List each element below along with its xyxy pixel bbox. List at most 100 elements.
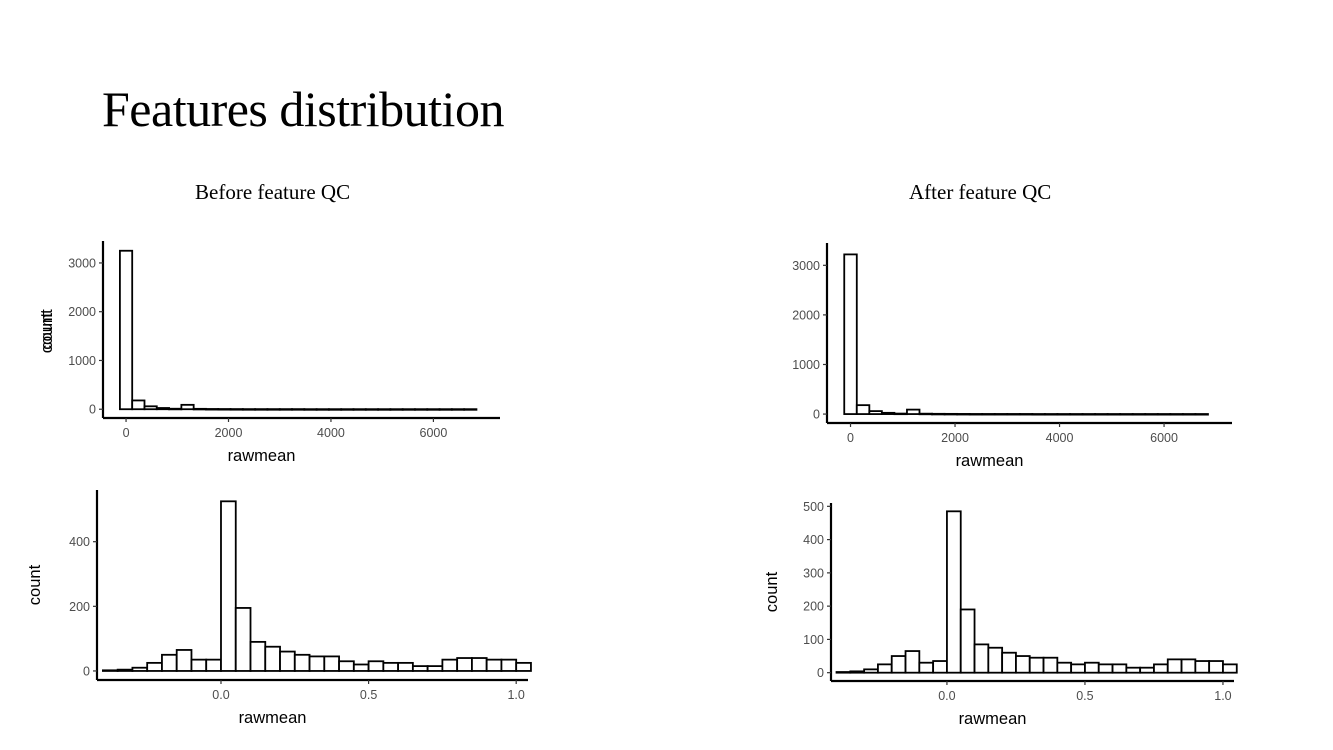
histogram-bar <box>1070 663 1086 674</box>
y-axis-title: count <box>38 309 56 350</box>
y-tick-label: 2000 <box>68 305 96 319</box>
histogram-bar <box>500 658 518 672</box>
histogram-bar <box>918 412 933 416</box>
histogram-bar <box>973 643 990 674</box>
histogram-bar <box>249 640 267 672</box>
histogram-bar <box>1156 413 1172 416</box>
histogram-bar <box>893 412 908 416</box>
histogram-bar <box>1044 413 1059 416</box>
x-tick-label: 4000 <box>317 426 345 440</box>
x-axis-title: rawmean <box>228 447 296 465</box>
histogram-bar <box>352 663 370 672</box>
y-tick-label: 200 <box>803 600 824 614</box>
histogram-bar <box>1166 658 1183 674</box>
histogram-bar <box>515 661 532 672</box>
y-tick-label: 200 <box>69 600 90 614</box>
histogram-bar <box>389 408 404 411</box>
histogram-bar <box>254 408 269 411</box>
x-tick-label: 2000 <box>941 431 969 445</box>
slide-title: Features distribution <box>102 81 504 137</box>
histogram-bar <box>441 658 459 672</box>
histogram-bar <box>168 407 183 411</box>
x-tick-label: 0.5 <box>1076 689 1093 703</box>
histogram-bar <box>463 408 478 411</box>
histogram-bar <box>205 658 222 672</box>
histogram-bar <box>849 670 866 674</box>
histogram-bar <box>1031 413 1046 416</box>
x-tick-label: 4000 <box>1046 431 1074 445</box>
histogram-bar <box>116 668 134 672</box>
before-qc-rawmean-zoom-histogram: 0.0 0.5 1.0 0 200 400 rawmean count <box>26 490 532 727</box>
histogram-bar <box>1153 663 1169 674</box>
histogram-bar <box>266 408 281 411</box>
histogram-bar <box>880 411 896 415</box>
histogram-bar <box>1180 658 1197 674</box>
before-qc-heading: Before feature QC <box>195 180 351 204</box>
histogram-bar <box>229 408 244 411</box>
histogram-bar <box>1094 413 1109 416</box>
histogram-bar <box>1131 413 1147 416</box>
histogram-bar <box>877 663 893 674</box>
histogram-bar <box>1208 660 1224 674</box>
histogram-bar <box>1181 413 1197 416</box>
y-tick-label: 1000 <box>792 358 820 372</box>
histogram-bar <box>1018 413 1034 416</box>
histogram-bar <box>456 657 473 672</box>
y-tick-label: 500 <box>803 500 824 514</box>
histogram-bar <box>102 669 119 672</box>
histogram-bar <box>143 405 158 411</box>
histogram-bar <box>1169 413 1184 416</box>
histogram-bar <box>180 403 195 411</box>
histogram-bar <box>855 404 871 415</box>
y-axis-title: count <box>763 571 781 612</box>
histogram-bar <box>1001 651 1017 674</box>
histogram-bar <box>426 408 441 411</box>
histogram-bar <box>863 668 879 674</box>
x-tick-label: 0.0 <box>212 688 229 702</box>
histogram-bar <box>1084 661 1100 674</box>
histogram-bar <box>190 658 208 672</box>
x-axis-title: rawmean <box>239 709 307 727</box>
histogram-bar <box>450 408 466 411</box>
histogram-bar <box>1222 663 1238 674</box>
histogram-bar <box>308 655 326 672</box>
histogram-bar <box>119 249 134 411</box>
histogram-bar <box>943 412 959 416</box>
histogram-bar <box>397 661 414 672</box>
histogram-bar <box>843 253 858 415</box>
histogram-bar <box>932 660 948 674</box>
histogram-bar <box>367 660 385 672</box>
histogram-bar <box>485 658 503 672</box>
y-tick-label: 1000 <box>68 354 96 368</box>
histogram-bar <box>1139 666 1155 674</box>
histogram-bar <box>1125 666 1142 674</box>
after-qc-rawmean-histogram: 0 2000 4000 6000 0 1000 2000 3000 rawmean count <box>38 243 1232 470</box>
histogram-bar <box>438 408 453 411</box>
histogram-bar <box>205 408 220 411</box>
x-tick-label: 0.0 <box>938 689 955 703</box>
histogram-bar <box>377 408 392 411</box>
y-axis-title: count <box>26 564 44 605</box>
histogram-bar <box>155 407 170 411</box>
x-tick-label: 6000 <box>420 426 448 440</box>
y-axis-title: count <box>38 312 56 353</box>
histogram-bar <box>241 408 257 411</box>
histogram-bar <box>328 408 343 411</box>
histogram-bar <box>414 408 429 411</box>
histogram-bar <box>956 413 971 416</box>
x-axis-title: rawmean <box>959 710 1027 728</box>
histogram-bar <box>931 412 946 416</box>
histogram-bar <box>906 408 921 415</box>
histogram-bar <box>131 666 149 672</box>
histogram-bar <box>315 408 330 411</box>
x-tick-label: 0.5 <box>360 688 377 702</box>
after-qc-rawmean-zoom-histogram: 0.0 0.5 1.0 0 100 200 300 400 500 rawmean count <box>763 500 1238 728</box>
histogram-bar <box>968 413 984 416</box>
histogram-bar <box>904 650 921 674</box>
histogram-bar <box>993 413 1009 416</box>
histogram-bar <box>1194 660 1211 674</box>
histogram-bar <box>192 407 207 411</box>
histogram-bar <box>868 410 883 415</box>
histogram-bar <box>1028 656 1045 674</box>
y-tick-label: 100 <box>803 633 824 647</box>
